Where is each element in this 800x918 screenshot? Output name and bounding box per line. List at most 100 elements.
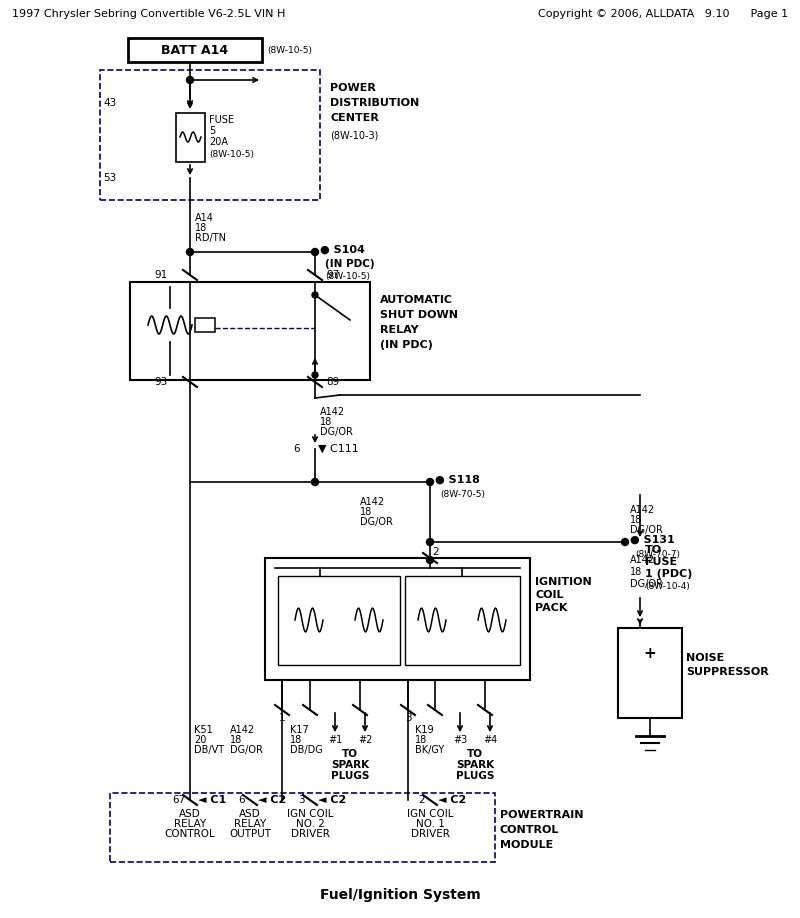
Text: 1 (PDC): 1 (PDC) xyxy=(645,569,692,579)
Text: A142: A142 xyxy=(230,725,255,735)
Text: POWER: POWER xyxy=(330,83,376,93)
Text: TO: TO xyxy=(342,749,358,759)
Text: BATT A14: BATT A14 xyxy=(162,43,229,57)
Text: DG/OR: DG/OR xyxy=(230,745,263,755)
Circle shape xyxy=(186,249,194,255)
Text: 6: 6 xyxy=(294,444,300,454)
Text: FUSE: FUSE xyxy=(209,115,234,125)
Bar xyxy=(176,113,205,162)
Text: 89: 89 xyxy=(326,377,339,387)
Text: K19: K19 xyxy=(415,725,434,735)
Text: 18: 18 xyxy=(195,223,207,233)
Text: DG/OR: DG/OR xyxy=(360,517,393,527)
Text: 18: 18 xyxy=(230,735,242,745)
Circle shape xyxy=(311,478,318,486)
Text: TO: TO xyxy=(467,749,483,759)
Text: (8W-10-5): (8W-10-5) xyxy=(267,46,312,54)
Text: PLUGS: PLUGS xyxy=(456,771,494,781)
Text: K17: K17 xyxy=(290,725,309,735)
Text: DRIVER: DRIVER xyxy=(290,829,330,839)
Text: SUPPRESSOR: SUPPRESSOR xyxy=(686,667,769,677)
Text: RELAY: RELAY xyxy=(234,819,266,829)
Text: DG/OR: DG/OR xyxy=(320,427,353,437)
Text: DRIVER: DRIVER xyxy=(410,829,450,839)
Circle shape xyxy=(426,556,434,564)
Text: (8W-10-3): (8W-10-3) xyxy=(330,130,378,140)
Text: 2: 2 xyxy=(418,795,425,805)
Text: AUTOMATIC: AUTOMATIC xyxy=(380,295,453,305)
Text: MODULE: MODULE xyxy=(500,840,554,850)
Text: RD/TN: RD/TN xyxy=(195,233,226,243)
Text: OUTPUT: OUTPUT xyxy=(229,829,271,839)
Text: ASD: ASD xyxy=(179,809,201,819)
Text: DB/DG: DB/DG xyxy=(290,745,322,755)
Text: NO. 1: NO. 1 xyxy=(415,819,445,829)
Text: #4: #4 xyxy=(483,735,497,745)
Bar xyxy=(195,318,215,332)
Text: 18: 18 xyxy=(415,735,427,745)
Text: DG/OR: DG/OR xyxy=(630,525,663,535)
Circle shape xyxy=(311,249,318,255)
Circle shape xyxy=(186,76,194,84)
Text: 1: 1 xyxy=(278,713,286,723)
Text: PACK: PACK xyxy=(535,603,567,613)
Text: 18: 18 xyxy=(320,417,332,427)
Circle shape xyxy=(426,478,434,486)
Circle shape xyxy=(312,372,318,378)
Text: 20: 20 xyxy=(194,735,206,745)
Text: IGN COIL: IGN COIL xyxy=(406,809,454,819)
Text: RELAY: RELAY xyxy=(380,325,418,335)
Circle shape xyxy=(312,292,318,298)
Text: Copyright © 2006, ALLDATA   9.10      Page 1: Copyright © 2006, ALLDATA 9.10 Page 1 xyxy=(538,9,788,19)
Text: A142: A142 xyxy=(630,505,655,515)
Text: ● S131: ● S131 xyxy=(630,535,674,545)
Text: RELAY: RELAY xyxy=(174,819,206,829)
Text: ASD: ASD xyxy=(239,809,261,819)
Text: SPARK: SPARK xyxy=(456,760,494,770)
Text: DB/VT: DB/VT xyxy=(194,745,224,755)
Text: (IN PDC): (IN PDC) xyxy=(380,340,433,350)
Bar xyxy=(130,282,370,380)
Text: ◄ C2: ◄ C2 xyxy=(258,795,286,805)
Text: 3: 3 xyxy=(298,795,305,805)
Text: PLUGS: PLUGS xyxy=(331,771,369,781)
Text: 20A: 20A xyxy=(209,137,228,147)
Text: DISTRIBUTION: DISTRIBUTION xyxy=(330,98,419,108)
Text: (8W-10-5): (8W-10-5) xyxy=(325,272,370,281)
Text: 2: 2 xyxy=(432,547,438,557)
Text: 18: 18 xyxy=(630,515,642,525)
Text: CENTER: CENTER xyxy=(330,113,379,123)
Text: Fuel/Ignition System: Fuel/Ignition System xyxy=(320,888,480,902)
Text: SPARK: SPARK xyxy=(331,760,369,770)
Text: 3: 3 xyxy=(405,713,411,723)
Text: COIL: COIL xyxy=(535,590,563,600)
Text: ● S104: ● S104 xyxy=(320,245,365,255)
Text: 43: 43 xyxy=(103,98,116,108)
Text: 6: 6 xyxy=(238,795,245,805)
Text: A142: A142 xyxy=(320,407,345,417)
Text: NO. 2: NO. 2 xyxy=(295,819,325,829)
Text: FUSE: FUSE xyxy=(645,557,677,567)
Text: K51: K51 xyxy=(194,725,213,735)
Circle shape xyxy=(622,539,629,545)
Bar xyxy=(100,70,320,200)
Text: #1: #1 xyxy=(328,735,342,745)
Text: ▼ C111: ▼ C111 xyxy=(318,444,358,454)
Text: CONTROL: CONTROL xyxy=(500,825,559,835)
Text: 18: 18 xyxy=(290,735,302,745)
Bar xyxy=(110,793,495,862)
Text: 18: 18 xyxy=(360,507,372,517)
Text: 67: 67 xyxy=(172,795,185,805)
Text: +: + xyxy=(644,645,656,660)
Text: ◄ C1: ◄ C1 xyxy=(198,795,226,805)
Text: A142: A142 xyxy=(360,497,385,507)
Bar xyxy=(265,558,530,680)
Text: SHUT DOWN: SHUT DOWN xyxy=(380,310,458,320)
Text: #3: #3 xyxy=(453,735,467,745)
Text: (IN PDC): (IN PDC) xyxy=(325,259,374,269)
Text: ● S118: ● S118 xyxy=(435,475,480,485)
Text: BK/GY: BK/GY xyxy=(415,745,444,755)
Text: A14: A14 xyxy=(195,213,214,223)
Text: ◄ C2: ◄ C2 xyxy=(438,795,466,805)
Text: IGNITION: IGNITION xyxy=(535,577,592,587)
